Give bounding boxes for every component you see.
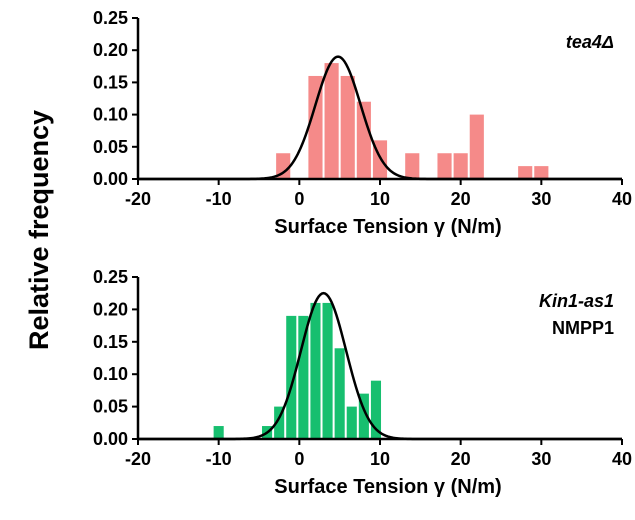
histogram-bar	[308, 75, 323, 179]
x-axis-title: Surface Tension γ (N/m)	[274, 476, 501, 498]
histogram-bar	[453, 153, 468, 179]
histogram-bar	[405, 153, 420, 179]
histogram-bar	[286, 315, 297, 439]
x-tick-label: -20	[125, 189, 151, 209]
histogram-bar	[356, 101, 371, 179]
histogram-bar	[437, 153, 452, 179]
histogram-bar	[324, 63, 339, 179]
x-tick-label: 20	[451, 449, 471, 469]
x-tick-label: 40	[612, 449, 632, 469]
histogram-bar	[346, 406, 357, 439]
x-tick-label: 0	[294, 449, 304, 469]
histogram-bar	[518, 166, 533, 179]
histogram-bar	[213, 426, 224, 439]
chart-panel-bottom: 0.00 0.05 0.10 0.15 0.20 0.25 -20 -10 0 10 20 30 40 S…	[93, 267, 632, 498]
x-tick-label: 30	[531, 189, 551, 209]
histogram-bar	[534, 166, 549, 179]
histogram-bar	[322, 302, 333, 439]
y-tick-label: 0.15	[93, 332, 128, 352]
histogram-bar	[340, 75, 355, 179]
y-tick-label: 0.10	[93, 105, 128, 125]
y-tick-label: 0.00	[93, 429, 128, 449]
histogram-bar	[334, 348, 345, 439]
y-tick-label: 0.25	[93, 8, 128, 28]
y-tick-label: 0.10	[93, 364, 128, 384]
x-tick-label: 40	[612, 189, 632, 209]
y-tick-label: 0.20	[93, 40, 128, 60]
histogram-bar	[358, 393, 369, 439]
panel-annotation: NMPP1	[552, 318, 614, 338]
x-tick-label: 10	[370, 449, 390, 469]
y-tick-label: 0.15	[93, 72, 128, 92]
panel-annotation: tea4Δ	[566, 32, 614, 52]
histogram-bar	[370, 380, 382, 439]
x-tick-label: 0	[294, 189, 304, 209]
x-tick-label: 10	[370, 189, 390, 209]
x-tick-label: -10	[206, 189, 232, 209]
x-tick-label: 20	[451, 189, 471, 209]
histogram-bar	[274, 406, 285, 439]
panel-annotation: Kin1-as1	[539, 291, 614, 311]
y-tick-label: 0.05	[93, 397, 128, 417]
x-tick-label: -10	[206, 449, 232, 469]
histogram-bar	[276, 153, 291, 179]
x-tick-label: 30	[531, 449, 551, 469]
chart-panel-top: 0.00 0.05 0.10 0.15 0.20 0.25 -20 -10 0 10 20 30 40 S…	[93, 8, 632, 238]
y-tick-label: 0.20	[93, 299, 128, 319]
histogram-bar	[310, 302, 321, 439]
shared-y-axis-label: Relative frequency	[24, 110, 54, 350]
x-tick-label: -20	[125, 449, 151, 469]
histogram-bar	[469, 114, 484, 179]
y-tick-label: 0.05	[93, 137, 128, 157]
x-axis-title: Surface Tension γ (N/m)	[274, 216, 501, 238]
y-tick-label: 0.25	[93, 267, 128, 287]
histogram-bar	[298, 315, 309, 439]
y-tick-label: 0.00	[93, 169, 128, 189]
